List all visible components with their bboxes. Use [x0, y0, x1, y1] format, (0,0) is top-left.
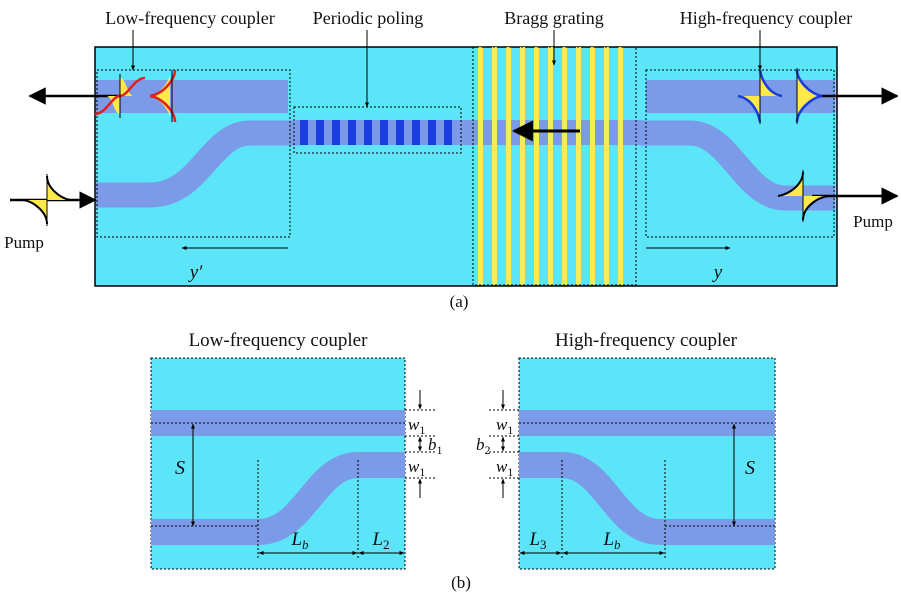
left-top-waveguide: [96, 80, 288, 113]
low-frequency-pulse-2: [149, 69, 177, 123]
high-lb-label: Lb: [602, 529, 621, 552]
pump-pulse-input: [23, 174, 71, 226]
periodic-poling: [300, 120, 452, 145]
high-frequency-pulse-2: [795, 68, 823, 124]
low-coupler-bend-waveguide: [151, 452, 405, 545]
high-frequency-pulse-1: [737, 68, 783, 124]
low-b1-label: b1: [428, 435, 443, 457]
left-s-bend-waveguide: [96, 120, 300, 208]
bragg-grating: [478, 47, 623, 285]
high-w1-bottom-label: w1: [496, 457, 513, 479]
low-l2-label: L2: [371, 529, 389, 552]
panel-b-low-coupler: Low-frequency coupler S w1 b1 w1 Lb L2: [150, 330, 443, 570]
pump-label-left: Pump: [4, 233, 44, 252]
low-coupler-label: Low-frequency coupler: [105, 8, 274, 28]
high-l3-label: L3: [528, 529, 546, 552]
low-w1-top-label: w1: [408, 415, 425, 437]
high-coupler-guides: [489, 409, 775, 560]
low-coupler-guides: [151, 409, 435, 560]
high-coupler-label: High-frequency coupler: [680, 8, 852, 28]
periodic-poling-label: Periodic poling: [313, 8, 424, 28]
high-coupler-bend-waveguide: [519, 452, 775, 545]
low-s-label: S: [175, 457, 185, 479]
right-s-bend-waveguide: [640, 120, 835, 211]
pump-label-right: Pump: [853, 212, 893, 231]
high-coupler-region: [645, 69, 835, 238]
low-coupler-title: Low-frequency coupler: [189, 330, 369, 351]
y-label: y: [712, 262, 723, 283]
y-prime-label: y′: [188, 262, 203, 283]
low-w1-bottom-label: w1: [408, 457, 425, 479]
panel-b-high-coupler: High-frequency coupler S w1 b2 w1 L3 Lb: [476, 330, 776, 570]
low-lb-label: Lb: [290, 529, 309, 552]
caption-a: (a): [450, 292, 469, 311]
high-coupler-title: High-frequency coupler: [555, 330, 738, 351]
high-w1-top-label: w1: [496, 415, 513, 437]
low-frequency-pulse-1: [94, 74, 146, 118]
low-coupler-region: [96, 69, 291, 238]
high-s-label: S: [745, 457, 755, 479]
pump-pulse-output: [777, 170, 829, 222]
high-b2-label: b2: [476, 435, 491, 457]
bragg-grating-label: Bragg grating: [504, 8, 603, 28]
panel-a: Low-frequency coupler Periodic poling Br…: [4, 8, 899, 311]
caption-b: (b): [451, 573, 471, 592]
poling-region: [293, 106, 462, 154]
low-coupler-top-waveguide: [151, 410, 405, 436]
